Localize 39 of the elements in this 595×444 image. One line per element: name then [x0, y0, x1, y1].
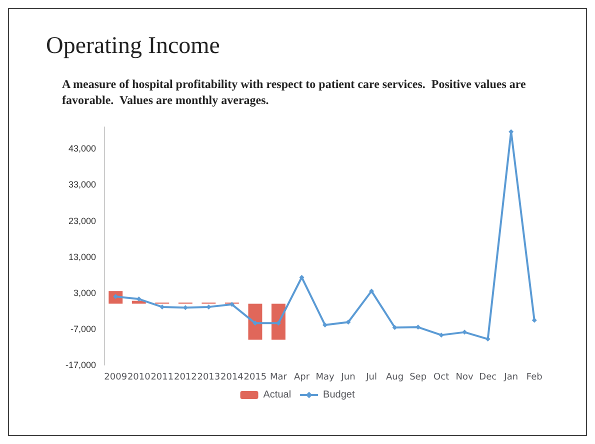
x-tick-label: Jul: [365, 372, 377, 382]
x-tick-label: 2014: [220, 372, 244, 382]
y-tick-label: -17,000: [65, 360, 96, 370]
x-tick-label: May: [316, 372, 335, 382]
y-tick-label: 33,000: [68, 180, 96, 190]
chart-title: Operating Income: [46, 33, 220, 59]
x-tick-label: 2010: [127, 372, 151, 382]
x-tick-label: Feb: [526, 372, 543, 382]
x-tick-label: Apr: [294, 372, 310, 382]
x-tick-label: Dec: [479, 372, 497, 382]
x-tick-label: Jun: [340, 372, 356, 382]
y-tick-label: -7,000: [70, 324, 96, 334]
point: [299, 274, 304, 280]
x-tick-label: 2015: [244, 372, 267, 382]
x-tick-label: Jan: [503, 372, 518, 382]
point: [485, 336, 490, 342]
point: [462, 330, 468, 335]
x-tick-label: Oct: [434, 372, 450, 382]
y-tick-label: 13,000: [68, 252, 96, 262]
point: [206, 304, 212, 310]
x-tick-label: Nov: [456, 372, 474, 382]
point: [416, 324, 421, 330]
point: [438, 332, 444, 338]
y-tick-label: 23,000: [68, 216, 96, 226]
y-tick-label: 43,000: [68, 144, 96, 154]
chart-subtitle: A measure of hospital profitability with respect to patient care services. Positive values are favorable. Values are monthly averages.: [62, 77, 529, 107]
x-tick-label: Mar: [270, 372, 288, 382]
legend-label: Actual: [263, 390, 292, 400]
legend-label: Budget: [323, 390, 355, 400]
point: [322, 322, 328, 328]
bar: [248, 304, 262, 340]
x-tick-label: 2009: [104, 372, 128, 382]
y-tick-label: 3,000: [73, 288, 96, 298]
point: [369, 288, 374, 294]
x-tick-label: Sep: [410, 372, 427, 382]
x-tick-label: 2011: [150, 372, 174, 382]
x-tick-label: 2013: [197, 372, 220, 382]
x-tick-label: Aug: [386, 372, 404, 382]
x-tick-label: 2012: [174, 372, 197, 382]
